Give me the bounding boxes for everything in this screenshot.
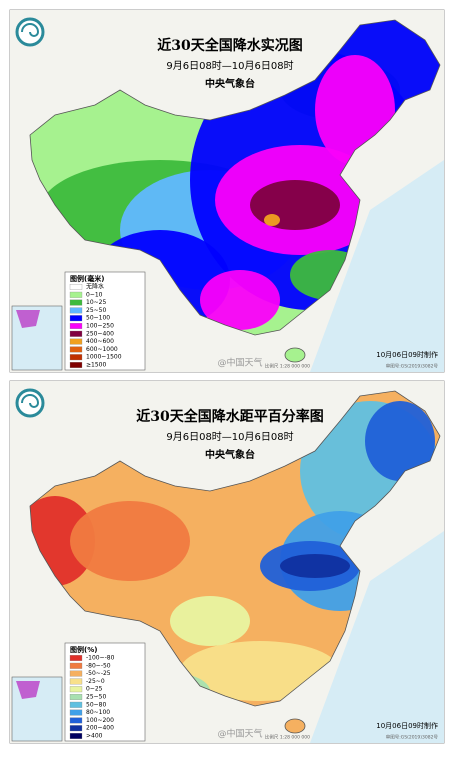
legend-label: 600~1000 xyxy=(86,346,118,353)
legend-label: 100~200 xyxy=(86,717,114,724)
map-agency: 中央气象台 xyxy=(205,448,255,461)
legend-swatch xyxy=(69,678,83,685)
legend-label: 无降水 xyxy=(86,283,104,291)
legend-label: 0~10 xyxy=(86,291,103,298)
watermark: @中国天气 xyxy=(217,357,262,369)
region xyxy=(264,214,280,226)
legend: 图例(毫米)无降水0~1010~2525~5050~100100~250250~… xyxy=(64,271,146,371)
inset-land xyxy=(16,681,40,699)
legend-swatch xyxy=(69,291,83,298)
watermark: @中国天气 xyxy=(217,728,262,740)
logo-swirl xyxy=(21,23,40,37)
scale-note: 比例尺 1:28 000 000 xyxy=(265,363,310,370)
legend-swatch xyxy=(69,662,83,669)
stamp: 10月06日09时制作 xyxy=(376,350,438,359)
region xyxy=(250,180,340,230)
legend-title: 图例(毫米) xyxy=(70,274,104,283)
legend-swatch xyxy=(69,354,83,361)
legend-label: 400~600 xyxy=(86,338,114,345)
legend-swatch xyxy=(69,655,83,661)
legend-swatch xyxy=(69,701,83,708)
legend-swatch xyxy=(69,284,83,290)
legend-label: 50~100 xyxy=(86,315,110,322)
legend-label: ≥1500 xyxy=(86,362,106,369)
legend-title: 图例(%) xyxy=(70,645,97,654)
legend-swatch xyxy=(69,733,83,739)
legend-label: 100~250 xyxy=(86,323,114,330)
legend-label: -80~-50 xyxy=(86,662,111,669)
legend-swatch xyxy=(69,686,83,693)
map-agency: 中央气象台 xyxy=(205,77,255,90)
approval-note: 审图号:GS(2019)3082号 xyxy=(386,734,439,741)
legend-swatch xyxy=(69,670,83,677)
legend-label: 200~400 xyxy=(86,725,114,732)
map-panel: 近30天全国降水距平百分率图 9月6日08时—10月6日08时中央气象台图例(%)… xyxy=(9,380,445,744)
map-subtitle: 9月6日08时—10月6日08时 xyxy=(166,431,293,443)
legend-swatch xyxy=(69,338,83,345)
region xyxy=(365,401,435,481)
legend-swatch xyxy=(69,694,83,700)
legend-label: 10~25 xyxy=(86,299,106,306)
sea xyxy=(310,160,444,372)
legend-swatch xyxy=(69,362,83,368)
legend-swatch xyxy=(69,330,83,337)
region xyxy=(170,596,250,646)
map-title: 近30天全国降水实况图 xyxy=(157,37,302,54)
legend-swatch xyxy=(69,709,83,716)
china-outline xyxy=(29,19,441,363)
inset-land xyxy=(16,310,40,328)
legend-label: -25~0 xyxy=(86,678,105,685)
legend-label: >400 xyxy=(86,733,103,740)
map-panel: 近30天全国降水实况图 9月6日08时—10月6日08时中央气象台图例(毫米)无降… xyxy=(9,9,445,373)
region xyxy=(280,554,350,578)
china-outline xyxy=(29,390,441,734)
sea xyxy=(310,531,444,743)
legend-label: 0~25 xyxy=(86,686,103,693)
legend-label: 50~80 xyxy=(86,701,106,708)
legend-label: -100~-80 xyxy=(86,655,115,662)
region xyxy=(70,501,190,581)
map-title: 近30天全国降水距平百分率图 xyxy=(136,408,323,425)
legend-swatch xyxy=(69,299,83,306)
approval-note: 审图号:GS(2019)3082号 xyxy=(386,363,439,370)
region xyxy=(200,270,280,330)
legend-swatch xyxy=(69,346,83,353)
legend-label: -50~-25 xyxy=(86,670,111,677)
stamp: 10月06日09时制作 xyxy=(376,721,438,730)
map-subtitle: 9月6日08时—10月6日08时 xyxy=(166,60,293,72)
legend-label: 80~100 xyxy=(86,709,110,716)
legend-swatch xyxy=(69,725,83,732)
legend-swatch xyxy=(69,307,83,314)
scale-note: 比例尺 1:28 000 000 xyxy=(265,734,310,741)
legend-label: 1000~1500 xyxy=(86,354,122,361)
legend-swatch xyxy=(69,315,83,322)
legend: 图例(%)-100~-80-80~-50-50~-25-25~00~2525~5… xyxy=(64,642,146,742)
legend-label: 250~400 xyxy=(86,330,114,337)
legend-label: 25~50 xyxy=(86,307,106,314)
logo-swirl xyxy=(21,394,40,408)
legend-label: 25~50 xyxy=(86,694,106,701)
legend-swatch xyxy=(69,717,83,724)
legend-swatch xyxy=(69,323,83,329)
